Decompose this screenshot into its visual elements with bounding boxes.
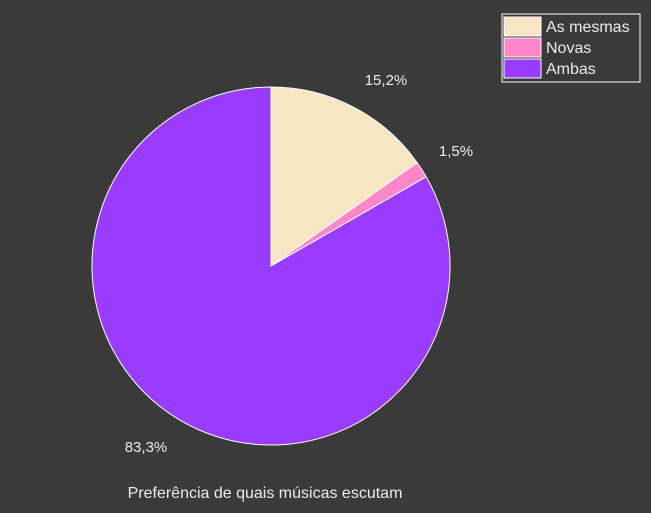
pie-slice-labels: 15,2% 1,5% 83,3%: [125, 72, 473, 456]
slice-label-novas: 1,5%: [439, 143, 473, 160]
legend-swatch-as-mesmas: [503, 16, 542, 37]
legend-label-novas: Novas: [546, 40, 591, 57]
slice-label-ambas: 83,3%: [125, 439, 168, 456]
legend-label-ambas: Ambas: [546, 61, 596, 78]
legend-swatch-novas: [503, 37, 542, 58]
legend-box: [501, 13, 641, 83]
legend-swatch-ambas: [503, 58, 542, 79]
legend-label-as-mesmas: As mesmas: [546, 19, 630, 36]
chart-legend: As mesmas Novas Ambas: [501, 13, 641, 83]
slice-label-as-mesmas: 15,2%: [365, 72, 408, 89]
pie-slices: [91, 86, 451, 446]
chart-caption: Preferência de quais músicas escutam: [128, 485, 403, 502]
pie-slice-as-mesmas: [270, 86, 418, 267]
pie-slice-ambas: [91, 86, 451, 446]
